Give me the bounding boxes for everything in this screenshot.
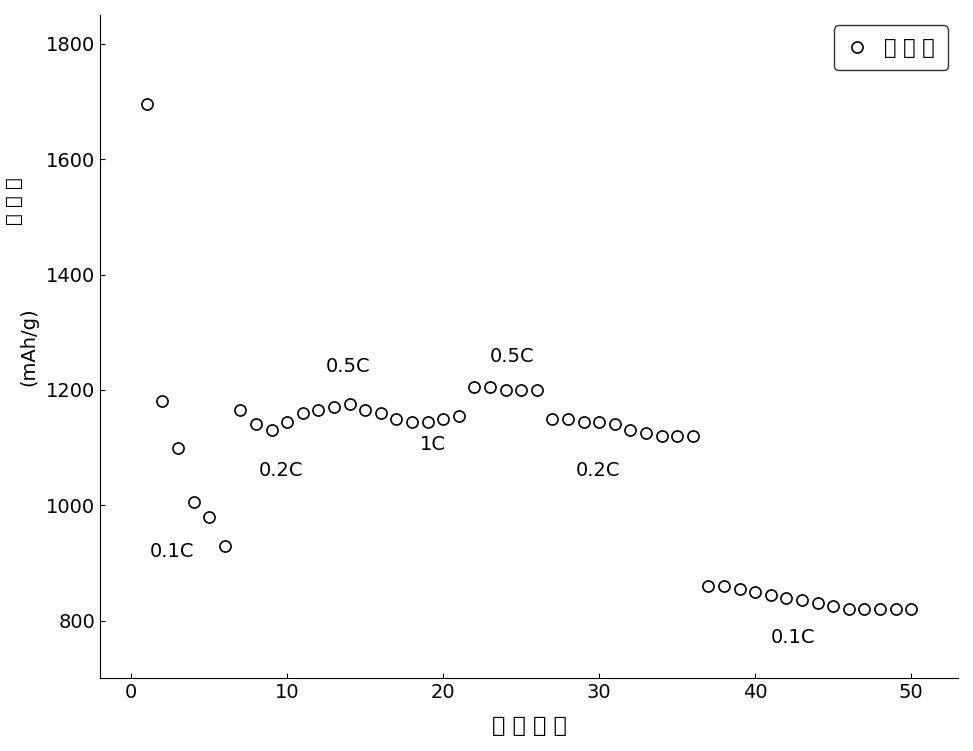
比 容 量 bbox=[578, 417, 590, 426]
比 容 量 bbox=[671, 432, 683, 441]
比 容 量 bbox=[703, 581, 714, 590]
比 容 量 bbox=[516, 385, 527, 394]
比 容 量 bbox=[281, 417, 293, 426]
比 容 量 bbox=[250, 420, 262, 429]
Text: 0.2C: 0.2C bbox=[576, 461, 620, 480]
比 容 量 bbox=[312, 406, 324, 415]
比 容 量 bbox=[843, 605, 854, 614]
比 容 量 bbox=[390, 415, 402, 424]
比 容 量 bbox=[889, 605, 901, 614]
Text: 0.1C: 0.1C bbox=[771, 629, 815, 647]
比 容 量 bbox=[203, 512, 215, 521]
Text: 0.5C: 0.5C bbox=[326, 357, 371, 376]
比 容 量 bbox=[625, 426, 636, 435]
Legend: 比 容 量: 比 容 量 bbox=[834, 26, 948, 71]
X-axis label: 循 环 序 号: 循 环 序 号 bbox=[491, 716, 566, 736]
比 容 量 bbox=[562, 415, 574, 424]
比 容 量 bbox=[421, 417, 433, 426]
比 容 量 bbox=[874, 605, 885, 614]
比 容 量 bbox=[609, 420, 621, 429]
比 容 量 bbox=[594, 417, 605, 426]
比 容 量 bbox=[266, 426, 277, 435]
比 容 量 bbox=[656, 432, 667, 441]
比 容 量 bbox=[485, 382, 496, 391]
Text: 比 容 量: 比 容 量 bbox=[5, 176, 23, 225]
比 容 量 bbox=[640, 429, 652, 438]
比 容 量 bbox=[157, 397, 168, 406]
比 容 量 bbox=[811, 599, 823, 608]
比 容 量 bbox=[500, 385, 512, 394]
比 容 量 bbox=[687, 432, 699, 441]
比 容 量 bbox=[141, 100, 153, 109]
比 容 量 bbox=[452, 412, 464, 421]
比 容 量 bbox=[343, 400, 355, 409]
比 容 量 bbox=[780, 593, 792, 602]
比 容 量 bbox=[234, 406, 246, 415]
比 容 量 bbox=[858, 605, 870, 614]
比 容 量 bbox=[749, 587, 761, 596]
比 容 量 bbox=[469, 382, 481, 391]
比 容 量 bbox=[375, 409, 386, 418]
比 容 量 bbox=[219, 541, 231, 550]
比 容 量 bbox=[547, 415, 559, 424]
比 容 量 bbox=[531, 385, 543, 394]
比 容 量 bbox=[188, 498, 199, 507]
比 容 量 bbox=[328, 403, 340, 412]
比 容 量 bbox=[172, 443, 184, 452]
比 容 量 bbox=[796, 596, 808, 605]
比 容 量 bbox=[406, 417, 417, 426]
Y-axis label: (mAh/g): (mAh/g) bbox=[19, 307, 39, 386]
比 容 量 bbox=[359, 406, 371, 415]
比 容 量 bbox=[734, 584, 745, 593]
比 容 量 bbox=[437, 415, 449, 424]
比 容 量 bbox=[718, 581, 730, 590]
Text: 0.2C: 0.2C bbox=[259, 461, 304, 480]
比 容 量 bbox=[905, 605, 917, 614]
比 容 量 bbox=[765, 590, 776, 599]
Text: 0.1C: 0.1C bbox=[150, 542, 195, 561]
比 容 量 bbox=[297, 409, 308, 418]
Text: 1C: 1C bbox=[419, 435, 446, 454]
比 容 量 bbox=[827, 602, 839, 611]
Line: 比 容 量: 比 容 量 bbox=[141, 99, 917, 614]
Text: 0.5C: 0.5C bbox=[490, 347, 534, 366]
